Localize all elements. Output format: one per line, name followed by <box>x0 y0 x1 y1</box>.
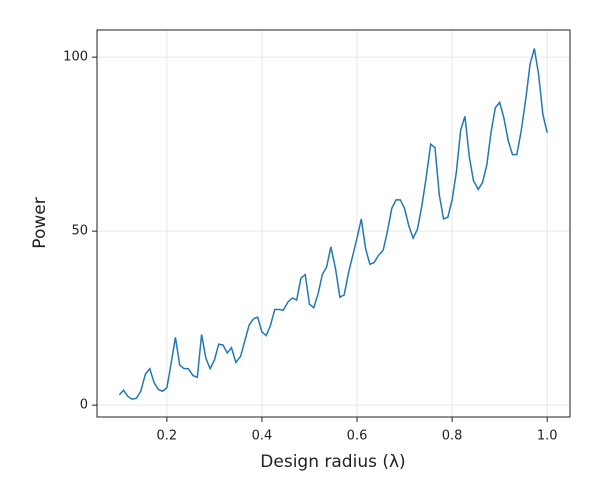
x-tick-label: 0.8 <box>442 429 463 444</box>
y-tick-label: 50 <box>71 224 88 239</box>
y-tick-label: 100 <box>63 50 88 65</box>
y-tick-label: 0 <box>80 398 88 413</box>
y-axis-label: Power <box>30 197 50 248</box>
x-tick-label: 0.4 <box>252 429 273 444</box>
x-tick-label: 0.6 <box>347 429 368 444</box>
x-axis-label: Design radius (λ) <box>260 452 405 472</box>
x-tick-label: 0.2 <box>157 429 178 444</box>
line-series <box>118 48 548 401</box>
x-tick-label: 1.0 <box>537 429 558 444</box>
plot-frame <box>96 29 571 418</box>
